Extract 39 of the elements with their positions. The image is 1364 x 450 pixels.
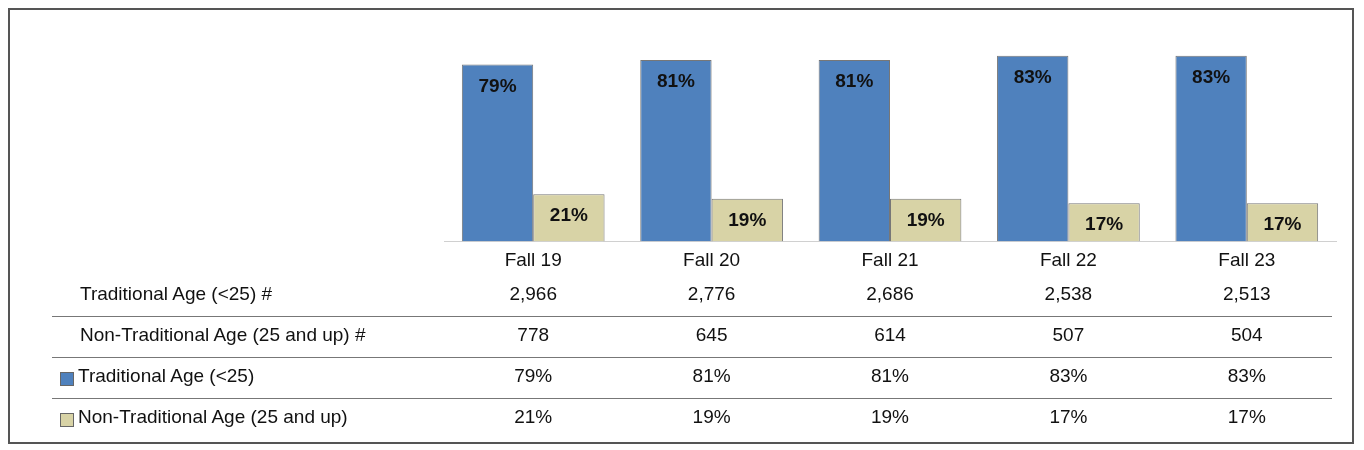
text: 83%	[1013, 65, 1052, 87]
x-tick-label: Fall 19	[504, 248, 562, 270]
text: 2,966	[509, 283, 557, 305]
text: 19%	[906, 208, 945, 230]
x-tick-label: Fall 20	[683, 248, 741, 270]
data-label: 17%	[1049, 406, 1088, 428]
text: Non-Traditional Age (25 and up) #	[80, 324, 366, 346]
text: 81%	[656, 70, 695, 92]
text: 504	[1230, 324, 1263, 346]
text: 17%	[1085, 213, 1124, 235]
text: 2,538	[1044, 283, 1093, 305]
x-tick-label: Fall 21	[861, 248, 919, 270]
text: 614	[874, 324, 906, 346]
text: 83%	[1192, 65, 1231, 87]
data-label: 83%	[1227, 365, 1266, 387]
text: 21%	[549, 204, 588, 226]
data-label: 19%	[870, 406, 910, 428]
data-label: 21%	[514, 406, 553, 428]
text: 778	[517, 324, 550, 346]
text: 645	[695, 324, 728, 346]
text: 19%	[728, 208, 767, 230]
text: 17%	[1263, 213, 1302, 235]
data-label: 83%	[1049, 365, 1088, 387]
data-label: 17%	[1227, 406, 1266, 428]
data-label: 81%	[870, 365, 910, 387]
legend-label: Traditional Age (<25)	[78, 365, 255, 387]
text: 2,513	[1223, 283, 1271, 305]
data-label: 81%	[692, 365, 731, 387]
text: 2,686	[866, 283, 914, 305]
text: 2,776	[687, 283, 736, 305]
text: 81%	[835, 70, 874, 92]
text: 507	[1052, 324, 1085, 346]
x-tick-label: Fall 23	[1218, 248, 1276, 270]
data-label: 79%	[514, 365, 553, 387]
data-label: 19%	[692, 406, 731, 428]
text: Traditional Age (<25) #	[80, 283, 273, 305]
text: 79%	[478, 74, 517, 96]
legend-label: Non-Traditional Age (25 and up)	[78, 406, 348, 428]
x-tick-label: Fall 22	[1039, 248, 1097, 270]
